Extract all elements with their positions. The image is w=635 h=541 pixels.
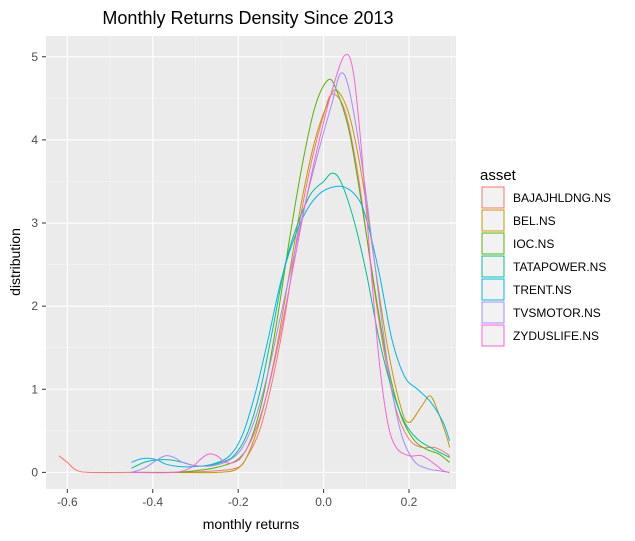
x-tick-label: -0.6 bbox=[57, 495, 78, 509]
series-layer bbox=[58, 53, 451, 474]
legend-label: TATAPOWER.NS bbox=[513, 260, 606, 274]
density-line-zyduslife-ns bbox=[131, 53, 450, 474]
x-axis: -0.6 -0.4 -0.2 0.0 0.2 bbox=[57, 489, 418, 509]
legend-key bbox=[480, 185, 506, 210]
y-axis: 0 1 2 3 4 5 bbox=[31, 50, 46, 479]
legend-swatch bbox=[481, 324, 505, 347]
legend-label: TRENT.NS bbox=[513, 283, 572, 297]
y-tick-label: 3 bbox=[31, 216, 38, 230]
legend-item-tvsmotor-ns: TVSMOTOR.NS bbox=[480, 300, 601, 325]
legend-swatch bbox=[481, 186, 505, 209]
legend-item-zyduslife-ns: ZYDUSLIFE.NS bbox=[480, 323, 599, 348]
y-tick-label: 0 bbox=[31, 465, 38, 479]
legend-item-tatapower-ns: TATAPOWER.NS bbox=[480, 254, 606, 279]
legend-item-ioc-ns: IOC.NS bbox=[480, 231, 554, 256]
legend-label: TVSMOTOR.NS bbox=[513, 306, 601, 320]
legend-item-bel-ns: BEL.NS bbox=[480, 208, 556, 233]
legend-swatch bbox=[481, 278, 505, 301]
chart-title: Monthly Returns Density Since 2013 bbox=[102, 8, 393, 28]
y-tick-label: 2 bbox=[31, 299, 38, 313]
legend-key bbox=[480, 323, 506, 348]
legend-swatch bbox=[481, 232, 505, 255]
y-tick-label: 5 bbox=[31, 50, 38, 64]
x-tick-label: 0.0 bbox=[315, 495, 332, 509]
density-line-trent-ns bbox=[131, 185, 451, 468]
x-axis-title: monthly returns bbox=[203, 516, 299, 532]
legend-key bbox=[480, 231, 506, 256]
y-tick-label: 4 bbox=[31, 133, 38, 147]
legend-key bbox=[480, 208, 506, 233]
legend-label: ZYDUSLIFE.NS bbox=[513, 329, 599, 343]
legend-title: asset bbox=[480, 167, 517, 184]
legend-key bbox=[480, 254, 506, 279]
plot-panel bbox=[46, 36, 456, 489]
legend-swatch bbox=[481, 209, 505, 232]
density-line-tvsmotor-ns bbox=[131, 72, 450, 473]
legend-item-trent-ns: TRENT.NS bbox=[480, 277, 572, 302]
x-tick-label: 0.2 bbox=[401, 495, 418, 509]
legend-swatch bbox=[481, 301, 505, 324]
legend: asset BAJAJHLDNG.NS BEL.NS IOC.NS TATAPOWER… bbox=[480, 167, 611, 348]
legend-item-bajajhldng-ns: BAJAJHLDNG.NS bbox=[480, 185, 611, 210]
legend-items: BAJAJHLDNG.NS BEL.NS IOC.NS TATAPOWER.NS TRE… bbox=[480, 185, 611, 348]
legend-label: BEL.NS bbox=[513, 214, 556, 228]
grid-major bbox=[46, 36, 456, 489]
y-axis-title: distribution bbox=[7, 228, 23, 296]
legend-swatch bbox=[481, 255, 505, 278]
legend-label: BAJAJHLDNG.NS bbox=[513, 191, 611, 205]
y-tick-label: 1 bbox=[31, 382, 38, 396]
x-tick-label: -0.2 bbox=[228, 495, 249, 509]
x-tick-label: -0.4 bbox=[142, 495, 163, 509]
legend-key bbox=[480, 300, 506, 325]
legend-key bbox=[480, 277, 506, 302]
legend-label: IOC.NS bbox=[513, 237, 554, 251]
